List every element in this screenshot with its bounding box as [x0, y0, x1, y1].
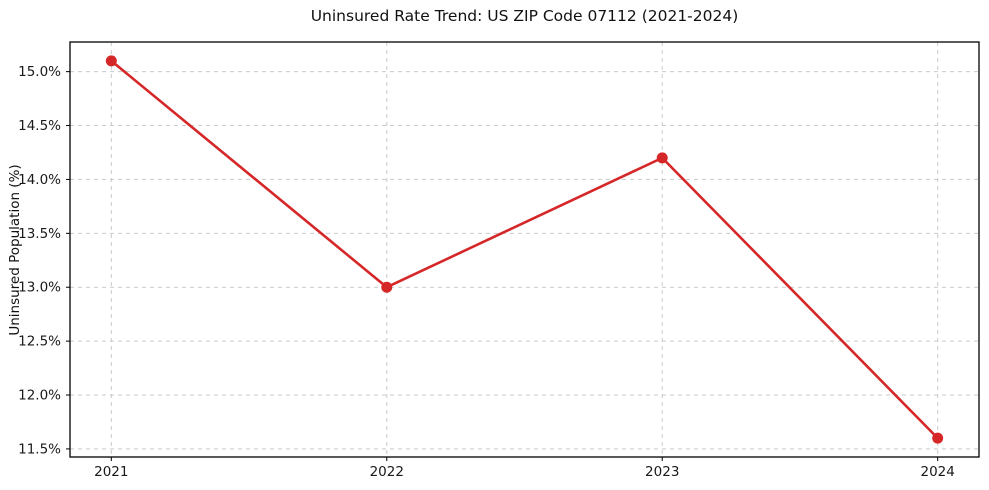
y-tick-label: 12.5%: [18, 334, 61, 350]
x-tick-label: 2021: [94, 464, 128, 480]
x-tick-label: 2023: [645, 464, 679, 480]
y-tick-label: 12.0%: [18, 388, 61, 404]
y-tick-label: 14.5%: [18, 118, 61, 134]
y-axis-label: Uninsured Population (%): [7, 164, 23, 336]
y-tick-label: 13.0%: [18, 280, 61, 296]
trend-line: [110, 59, 939, 440]
x-tick-label: 2022: [370, 464, 404, 480]
y-tick-label: 15.0%: [18, 64, 61, 80]
data-point: [656, 152, 668, 164]
data-point: [381, 281, 393, 293]
y-tick-label: 14.0%: [18, 172, 61, 188]
x-tick-label: 2024: [921, 464, 955, 480]
data-point: [105, 55, 117, 67]
y-tick-label: 11.5%: [18, 441, 61, 457]
chart-title: Uninsured Rate Trend: US ZIP Code 07112 …: [310, 7, 739, 25]
plot-frame: [69, 41, 980, 458]
data-point: [932, 432, 944, 444]
y-tick-label: 13.5%: [18, 226, 61, 242]
